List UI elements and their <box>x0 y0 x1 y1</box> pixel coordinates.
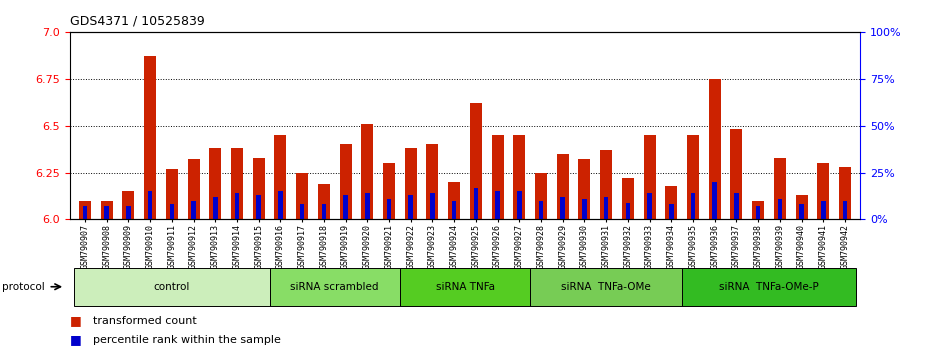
Bar <box>730 130 742 219</box>
Bar <box>253 158 265 219</box>
Bar <box>517 191 522 219</box>
Bar <box>104 206 109 219</box>
Text: transformed count: transformed count <box>93 316 197 326</box>
Bar <box>578 159 591 219</box>
Text: siRNA  TNFa-OMe: siRNA TNFa-OMe <box>562 282 651 292</box>
Bar <box>231 148 243 219</box>
Bar <box>561 197 565 219</box>
Bar <box>270 268 400 306</box>
Bar <box>361 124 373 219</box>
Bar <box>79 201 91 219</box>
Bar <box>126 206 130 219</box>
Bar <box>405 148 417 219</box>
Bar <box>669 205 673 219</box>
Bar <box>144 56 156 219</box>
Bar <box>123 191 134 219</box>
Bar <box>83 206 87 219</box>
Bar <box>74 268 270 306</box>
Bar <box>408 195 413 219</box>
Bar <box>644 135 656 219</box>
Bar <box>473 188 478 219</box>
Bar <box>452 201 457 219</box>
Bar <box>274 135 286 219</box>
Bar <box>777 199 782 219</box>
Bar <box>734 193 738 219</box>
Bar <box>530 268 683 306</box>
Bar <box>448 182 460 219</box>
Text: siRNA scrambled: siRNA scrambled <box>290 282 379 292</box>
Text: percentile rank within the sample: percentile rank within the sample <box>93 335 281 346</box>
Text: siRNA TNFa: siRNA TNFa <box>435 282 495 292</box>
Bar <box>322 205 326 219</box>
Bar <box>604 197 608 219</box>
Text: control: control <box>153 282 190 292</box>
Bar <box>192 201 196 219</box>
Bar <box>535 173 547 219</box>
Bar <box>431 193 434 219</box>
Bar <box>400 268 530 306</box>
Bar <box>843 201 847 219</box>
Bar <box>774 158 786 219</box>
Bar <box>492 135 503 219</box>
Bar <box>278 191 283 219</box>
Text: siRNA  TNFa-OMe-P: siRNA TNFa-OMe-P <box>719 282 819 292</box>
Bar <box>800 205 804 219</box>
Bar <box>365 193 369 219</box>
Bar <box>622 178 634 219</box>
Bar <box>712 182 717 219</box>
Bar <box>148 191 153 219</box>
Bar <box>318 184 330 219</box>
Bar <box>234 193 239 219</box>
Bar <box>821 201 826 219</box>
Bar <box>100 201 113 219</box>
Bar <box>166 169 178 219</box>
Bar <box>470 103 482 219</box>
Bar <box>427 144 438 219</box>
Bar <box>683 268 856 306</box>
Bar <box>647 193 652 219</box>
Bar <box>796 195 807 219</box>
Bar <box>257 195 261 219</box>
Bar <box>343 195 348 219</box>
Text: protocol: protocol <box>2 282 45 292</box>
Bar <box>296 173 308 219</box>
Bar <box>496 191 499 219</box>
Bar <box>339 144 352 219</box>
Bar <box>665 186 677 219</box>
Text: GDS4371 / 10525839: GDS4371 / 10525839 <box>70 14 205 27</box>
Bar <box>691 193 696 219</box>
Bar <box>752 201 764 219</box>
Bar <box>387 199 392 219</box>
Text: ■: ■ <box>70 333 82 346</box>
Bar <box>839 167 851 219</box>
Bar <box>213 197 218 219</box>
Bar <box>538 201 543 219</box>
Bar <box>513 135 525 219</box>
Bar <box>188 159 200 219</box>
Bar <box>756 206 761 219</box>
Text: ■: ■ <box>70 314 82 327</box>
Bar <box>709 79 721 219</box>
Bar <box>169 205 174 219</box>
Bar <box>557 154 569 219</box>
Bar <box>209 148 221 219</box>
Bar <box>299 205 304 219</box>
Bar <box>582 199 587 219</box>
Bar <box>600 150 612 219</box>
Bar <box>687 135 699 219</box>
Bar <box>626 202 631 219</box>
Bar <box>817 163 830 219</box>
Bar <box>383 163 395 219</box>
